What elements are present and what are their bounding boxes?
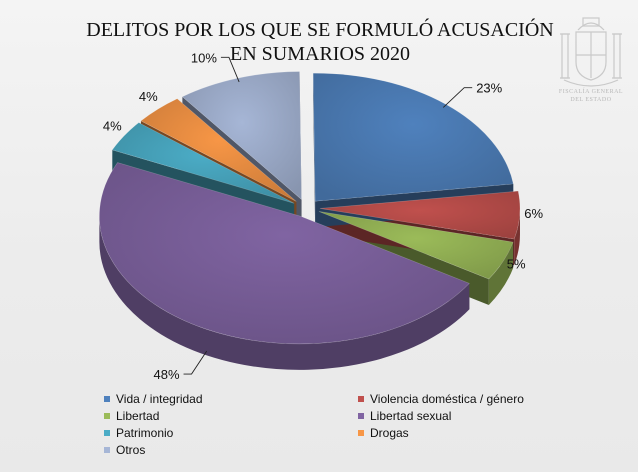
- legend-label: Vida / integridad: [116, 392, 203, 406]
- legend-swatch: [358, 413, 364, 419]
- legend-swatch: [104, 430, 110, 436]
- chart-title-line-1: DELITOS POR LOS QUE SE FORMULÓ ACUSACIÓN: [86, 19, 554, 41]
- legend-item-libertad: Libertad: [104, 409, 159, 423]
- pie-slice-side-libertad: [488, 242, 514, 305]
- data-label-vida-integridad: 23%: [476, 81, 502, 96]
- legend-item-violencia-domestica-genero: Violencia doméstica / género: [358, 392, 524, 406]
- pie-slice-cut-vida-integridad-0: [313, 73, 316, 228]
- emblem-caption-line-1: FISCALÍA GENERAL: [558, 89, 624, 95]
- chart-title: DELITOS POR LOS QUE SE FORMULÓ ACUSACIÓN…: [40, 18, 600, 66]
- chart-title-line-2: EN SUMARIOS 2020: [229, 43, 411, 65]
- legend-swatch: [358, 430, 364, 436]
- legend-swatch: [104, 413, 110, 419]
- leader-line-vida-integridad: [442, 87, 473, 108]
- data-label-patrimonio: 4%: [103, 118, 122, 133]
- pie-slice-libertad-sexual: [99, 162, 470, 345]
- pie-slice-side-libertad-sexual: [99, 215, 470, 370]
- emblem-caption-line-2: DEL ESTADO: [570, 97, 612, 103]
- pie-slice-violencia-domestica-genero: [319, 190, 521, 240]
- pie-slice-side-violencia-domestica-genero: [514, 208, 520, 266]
- leader-line-otros: [220, 56, 240, 83]
- legend-item-libertad-sexual: Libertad sexual: [358, 409, 451, 423]
- data-label-libertad-sexual: 48%: [154, 367, 180, 382]
- legend-label: Drogas: [370, 426, 409, 440]
- legend-item-patrimonio: Patrimonio: [104, 426, 173, 440]
- data-label-otros: 10%: [191, 50, 217, 65]
- legend-label: Otros: [116, 443, 146, 457]
- legend-swatch: [358, 396, 364, 402]
- legend-item-drogas: Drogas: [358, 426, 409, 440]
- leader-line-libertad-sexual: [183, 350, 208, 375]
- legend-label: Libertad sexual: [370, 409, 452, 423]
- data-label-violencia-domestica-genero: 6%: [524, 206, 543, 221]
- pie-slice-drogas: [140, 98, 297, 202]
- legend-label: Violencia doméstica / género: [370, 392, 524, 406]
- legend-item-otros: Otros: [104, 443, 145, 457]
- pie-slice-patrimonio: [111, 122, 295, 204]
- emblem-caption: FISCALÍA GENERAL DEL ESTADO: [548, 88, 634, 104]
- legend-label: Patrimonio: [116, 426, 174, 440]
- pie-slice-libertad: [318, 211, 514, 280]
- data-label-libertad: 5%: [507, 257, 526, 272]
- legend-label: Libertad: [116, 409, 160, 423]
- legend-item-vida-integridad: Vida / integridad: [104, 392, 203, 406]
- coat-of-arms-icon: [560, 17, 622, 87]
- legend-swatch: [104, 396, 110, 402]
- data-label-drogas: 4%: [139, 89, 158, 104]
- legend-swatch: [104, 447, 110, 453]
